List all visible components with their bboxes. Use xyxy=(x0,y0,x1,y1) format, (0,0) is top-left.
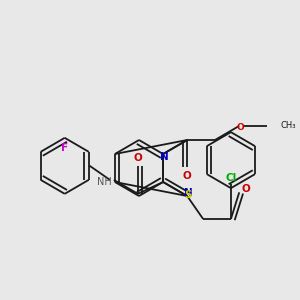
Text: S: S xyxy=(184,190,192,200)
Text: Cl: Cl xyxy=(225,173,236,183)
Text: N: N xyxy=(184,188,193,198)
Text: NH: NH xyxy=(97,177,112,187)
Text: N: N xyxy=(160,152,169,162)
Text: O: O xyxy=(242,184,250,194)
Text: F: F xyxy=(61,143,68,153)
Text: O: O xyxy=(236,122,244,131)
Text: O: O xyxy=(183,171,191,181)
Text: CH₃: CH₃ xyxy=(281,122,296,130)
Text: O: O xyxy=(134,153,142,163)
